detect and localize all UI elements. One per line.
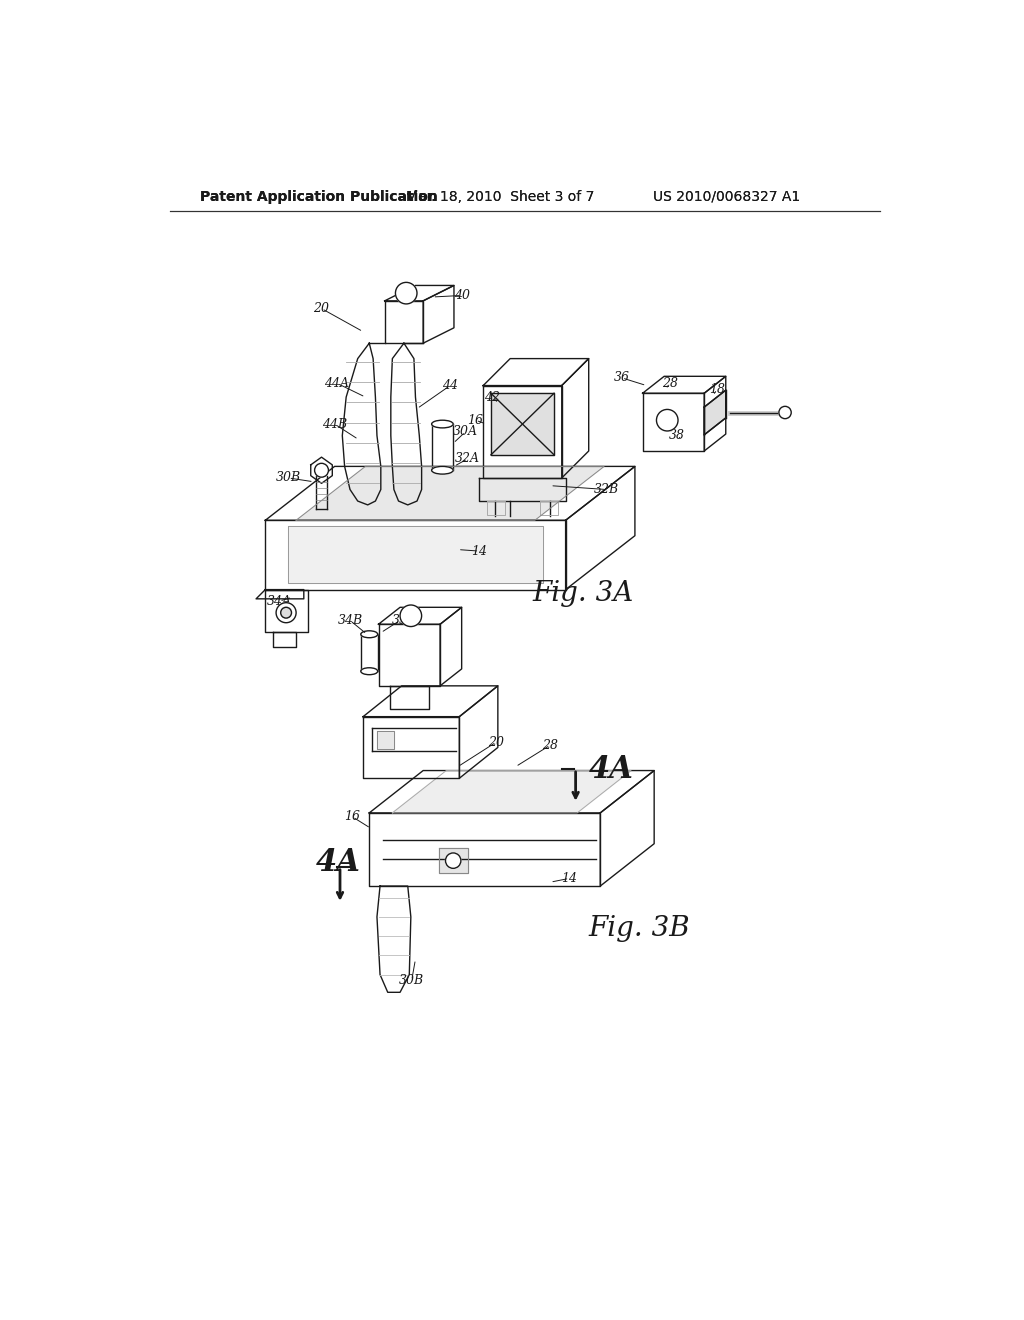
Polygon shape xyxy=(483,385,562,478)
Text: 30A: 30A xyxy=(453,425,478,438)
Ellipse shape xyxy=(432,420,454,428)
Text: 44B: 44B xyxy=(322,417,347,430)
Text: US 2010/0068327 A1: US 2010/0068327 A1 xyxy=(653,190,801,203)
Polygon shape xyxy=(385,301,423,343)
Text: 28: 28 xyxy=(662,376,678,389)
Polygon shape xyxy=(705,376,726,451)
Text: 32A: 32A xyxy=(456,453,480,465)
Text: Patent Application Publication: Patent Application Publication xyxy=(200,190,437,203)
Polygon shape xyxy=(379,607,462,624)
Polygon shape xyxy=(643,376,726,393)
Text: 14: 14 xyxy=(471,545,487,557)
Polygon shape xyxy=(289,527,543,583)
Text: 30B: 30B xyxy=(275,471,301,484)
Text: 20: 20 xyxy=(488,735,504,748)
Polygon shape xyxy=(643,393,705,451)
Text: 16: 16 xyxy=(344,810,360,824)
Polygon shape xyxy=(310,457,333,483)
Polygon shape xyxy=(265,466,635,520)
Polygon shape xyxy=(600,771,654,886)
Text: 20: 20 xyxy=(313,302,330,315)
Text: 44A: 44A xyxy=(325,376,349,389)
Text: 32B: 32B xyxy=(594,483,618,496)
Polygon shape xyxy=(705,391,726,434)
Polygon shape xyxy=(377,730,394,748)
Polygon shape xyxy=(390,686,429,709)
Circle shape xyxy=(779,407,792,418)
Text: 38: 38 xyxy=(670,429,685,442)
Text: Mar. 18, 2010  Sheet 3 of 7: Mar. 18, 2010 Sheet 3 of 7 xyxy=(406,190,594,203)
Text: 18: 18 xyxy=(710,383,725,396)
Polygon shape xyxy=(438,847,468,873)
Text: 4A: 4A xyxy=(589,754,634,784)
Polygon shape xyxy=(379,624,440,686)
Polygon shape xyxy=(377,886,411,993)
Polygon shape xyxy=(265,520,565,590)
Polygon shape xyxy=(541,502,558,515)
Text: Patent Application Publication: Patent Application Publication xyxy=(200,190,437,203)
Text: 40: 40 xyxy=(454,289,470,302)
Polygon shape xyxy=(342,343,381,506)
Polygon shape xyxy=(370,771,654,813)
Circle shape xyxy=(445,853,461,869)
Circle shape xyxy=(400,605,422,627)
Polygon shape xyxy=(562,359,589,478)
Ellipse shape xyxy=(360,668,378,675)
Text: Fig. 3B: Fig. 3B xyxy=(588,915,689,942)
Text: US 2010/0068327 A1: US 2010/0068327 A1 xyxy=(653,190,801,203)
Polygon shape xyxy=(256,590,304,599)
Circle shape xyxy=(395,282,417,304)
Ellipse shape xyxy=(360,631,378,638)
Circle shape xyxy=(281,607,292,618)
Polygon shape xyxy=(273,632,296,647)
Text: 42: 42 xyxy=(484,391,501,404)
Polygon shape xyxy=(392,771,631,813)
Text: 14: 14 xyxy=(561,871,578,884)
Polygon shape xyxy=(565,466,635,590)
Text: 44: 44 xyxy=(442,379,458,392)
Polygon shape xyxy=(460,686,498,779)
Polygon shape xyxy=(265,590,307,632)
Text: 34A: 34A xyxy=(266,594,292,607)
Polygon shape xyxy=(483,359,589,385)
Polygon shape xyxy=(370,813,600,886)
Text: Fig. 3A: Fig. 3A xyxy=(532,579,634,607)
Circle shape xyxy=(656,409,678,430)
Polygon shape xyxy=(423,285,454,343)
Polygon shape xyxy=(479,478,565,502)
Polygon shape xyxy=(440,607,462,686)
Circle shape xyxy=(314,463,329,477)
Polygon shape xyxy=(391,343,422,506)
Text: 35: 35 xyxy=(392,614,408,627)
Ellipse shape xyxy=(432,466,454,474)
Text: 34B: 34B xyxy=(338,614,362,627)
Circle shape xyxy=(276,603,296,623)
Text: 28: 28 xyxy=(543,739,558,751)
Text: 36: 36 xyxy=(613,371,630,384)
Polygon shape xyxy=(490,393,554,455)
Polygon shape xyxy=(385,285,454,301)
Polygon shape xyxy=(296,466,604,520)
Text: 16: 16 xyxy=(468,413,483,426)
Text: 30B: 30B xyxy=(399,974,424,987)
Polygon shape xyxy=(364,717,460,779)
Polygon shape xyxy=(487,502,505,515)
Text: Mar. 18, 2010  Sheet 3 of 7: Mar. 18, 2010 Sheet 3 of 7 xyxy=(406,190,594,203)
Polygon shape xyxy=(364,686,498,717)
Text: 4A: 4A xyxy=(315,847,360,878)
